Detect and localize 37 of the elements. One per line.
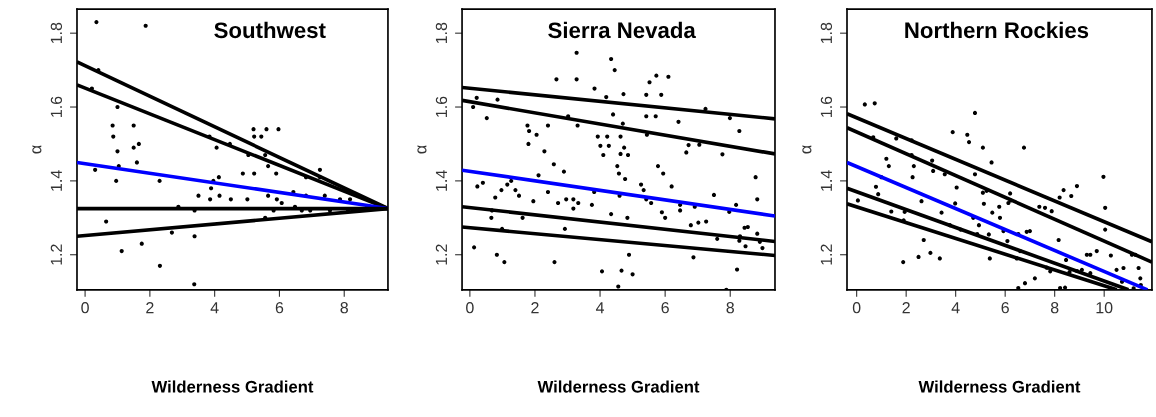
x-tick-label: 8: [726, 302, 734, 314]
x-tick-label: 6: [1001, 302, 1009, 314]
x-tick-label: 4: [210, 302, 219, 314]
x-tick-label: 0: [81, 302, 89, 314]
x-tick-label: 8: [1050, 302, 1059, 314]
y-tick-label: 1.8: [50, 22, 63, 44]
y-axis-title: α: [417, 145, 427, 154]
x-axis-title: Wilderness Gradient: [918, 380, 1081, 393]
y-axis-title: α: [32, 145, 42, 154]
x-tick-label: 4: [595, 302, 605, 314]
y-tick-label: 1.4: [50, 170, 62, 191]
x-tick-label: 6: [661, 302, 669, 314]
x-tick-label: 0: [466, 302, 474, 314]
chart-title: Sierra Nevada: [548, 21, 696, 39]
y-tick-label: 1.6: [50, 96, 63, 117]
y-axis-title: α: [802, 145, 812, 154]
x-tick-label: 2: [902, 302, 910, 314]
y-tick-label: 1.4: [435, 170, 447, 191]
chart-title: Northern Rockies: [905, 21, 1089, 39]
x-tick-label: 6: [275, 302, 284, 314]
y-tick-label: 1.2: [820, 244, 832, 265]
x-tick-label: 0: [852, 302, 861, 314]
x-tick-label: 4: [951, 302, 960, 314]
y-tick-label: 1.2: [50, 244, 62, 265]
y-tick-label: 1.8: [435, 22, 448, 44]
y-tick-label: 1.6: [435, 96, 448, 117]
y-tick-label: 1.4: [820, 170, 832, 191]
x-axis-title: Wilderness Gradient: [537, 380, 700, 393]
x-axis-title: Wilderness Gradient: [151, 380, 314, 393]
y-tick-label: 1.2: [435, 244, 447, 265]
x-tick-label: 2: [146, 302, 154, 314]
x-tick-label: 10: [1096, 302, 1113, 314]
x-tick-label: 8: [340, 302, 348, 314]
x-tick-label: 2: [531, 302, 539, 314]
chart-title: Southwest: [214, 21, 326, 39]
y-tick-label: 1.8: [820, 22, 833, 44]
y-tick-label: 1.6: [820, 96, 833, 117]
